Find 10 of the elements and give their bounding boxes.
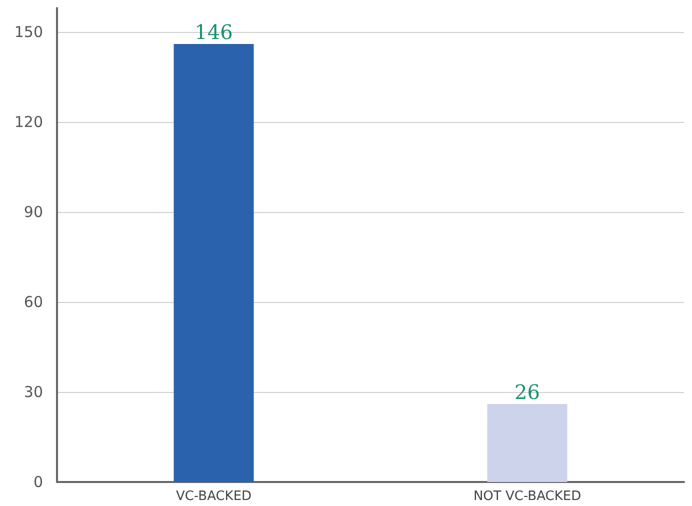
y-tick-label: 150	[14, 23, 43, 41]
y-tick-label: 60	[24, 293, 43, 311]
data-label: 26	[514, 380, 540, 404]
x-tick-label: VC-BACKED	[176, 489, 252, 504]
x-tick-label: NOT VC-BACKED	[473, 489, 582, 504]
data-label: 146	[194, 20, 233, 44]
y-tick-label: 30	[24, 383, 43, 401]
y-tick-label: 90	[24, 203, 43, 221]
y-tick-label: 0	[33, 473, 43, 491]
y-tick-label: 120	[14, 113, 43, 131]
